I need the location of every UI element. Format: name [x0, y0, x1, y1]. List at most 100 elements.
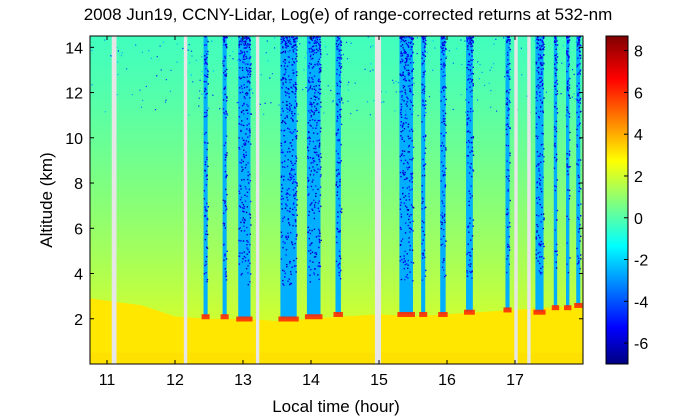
noise-speckle: [205, 93, 207, 96]
noise-speckle: [246, 44, 248, 47]
noise-speckle: [541, 102, 543, 104]
noise-speckle: [568, 153, 571, 155]
noise-speckle: [541, 39, 543, 42]
noise-speckle: [205, 230, 208, 232]
noise-speckle: [198, 105, 200, 107]
noise-speckle: [567, 59, 570, 61]
noise-speckle: [336, 139, 339, 141]
noise-speckle: [421, 191, 423, 193]
noise-speckle: [291, 169, 293, 171]
noise-speckle: [506, 97, 508, 99]
noise-speckle: [423, 221, 425, 224]
noise-speckle: [241, 179, 243, 181]
noise-speckle: [201, 93, 203, 95]
noise-speckle: [295, 157, 298, 159]
noise-speckle: [477, 61, 479, 63]
noise-speckle: [313, 151, 316, 153]
noise-speckle: [535, 96, 537, 99]
noise-speckle: [204, 44, 206, 46]
noise-speckle: [190, 74, 192, 76]
noise-speckle: [319, 153, 322, 155]
noise-speckle: [578, 38, 580, 40]
noise-speckle: [308, 210, 311, 213]
noise-speckle: [283, 284, 285, 286]
noise-speckle: [318, 278, 320, 281]
noise-speckle: [294, 242, 296, 245]
noise-speckle: [224, 268, 226, 270]
noise-speckle: [404, 261, 406, 263]
noise-speckle: [286, 192, 288, 194]
noise-speckle: [423, 114, 426, 117]
noise-speckle: [506, 169, 509, 171]
noise-speckle: [283, 39, 286, 42]
noise-speckle: [295, 235, 298, 237]
noise-speckle: [335, 260, 338, 263]
noise-speckle: [313, 212, 315, 214]
noise-speckle: [537, 135, 539, 138]
noise-speckle: [247, 63, 249, 65]
noise-speckle: [207, 165, 209, 168]
noise-speckle: [469, 141, 471, 144]
noise-speckle: [310, 110, 313, 112]
noise-speckle: [306, 107, 309, 109]
noise-speckle: [543, 257, 545, 260]
noise-speckle: [223, 212, 225, 215]
noise-speckle: [467, 60, 470, 63]
noise-speckle: [311, 51, 313, 53]
noise-speckle: [280, 38, 282, 41]
noise-speckle: [310, 48, 313, 50]
noise-speckle: [406, 105, 408, 107]
noise-speckle: [346, 58, 349, 60]
noise-speckle: [507, 178, 509, 180]
colorbar-tick-label: 4: [634, 127, 643, 144]
noise-speckle: [440, 238, 442, 240]
noise-speckle: [541, 64, 544, 66]
noise-speckle: [222, 108, 225, 110]
noise-speckle: [422, 89, 424, 91]
noise-speckle: [472, 150, 474, 153]
noise-speckle: [225, 43, 228, 46]
noise-speckle: [294, 100, 297, 102]
noise-speckle: [412, 43, 415, 45]
noise-speckle: [242, 76, 244, 78]
noise-speckle: [335, 42, 338, 45]
noise-speckle: [505, 91, 508, 93]
noise-speckle: [380, 90, 382, 93]
noise-speckle: [424, 147, 427, 149]
noise-speckle: [402, 122, 405, 125]
noise-speckle: [311, 103, 313, 106]
noise-speckle: [423, 73, 425, 76]
noise-speckle: [248, 44, 250, 46]
noise-speckle: [383, 101, 385, 103]
noise-speckle: [315, 103, 317, 105]
noise-speckle: [466, 155, 468, 157]
noise-speckle: [554, 40, 556, 42]
noise-speckle: [296, 36, 298, 39]
noise-speckle: [250, 113, 252, 115]
noise-speckle: [443, 50, 445, 52]
noise-speckle: [312, 179, 314, 181]
noise-speckle: [465, 111, 467, 113]
noise-speckle: [293, 214, 295, 216]
noise-speckle: [565, 115, 567, 117]
noise-speckle: [282, 197, 284, 200]
noise-speckle: [578, 190, 580, 193]
noise-speckle: [391, 79, 394, 82]
noise-speckle: [244, 256, 247, 259]
noise-speckle: [338, 49, 341, 52]
noise-speckle: [469, 86, 471, 88]
noise-speckle: [336, 222, 339, 224]
noise-speckle: [535, 237, 537, 240]
noise-speckle: [407, 97, 409, 100]
cloud-base: [564, 305, 572, 311]
noise-speckle: [402, 36, 404, 38]
noise-speckle: [409, 90, 411, 92]
noise-speckle: [340, 160, 342, 162]
noise-speckle: [470, 136, 473, 139]
noise-speckle: [399, 37, 401, 39]
noise-speckle: [538, 116, 541, 119]
noise-speckle: [444, 112, 447, 115]
cloud-base: [304, 314, 323, 320]
cloud-base: [419, 311, 428, 317]
noise-speckle: [308, 62, 311, 65]
